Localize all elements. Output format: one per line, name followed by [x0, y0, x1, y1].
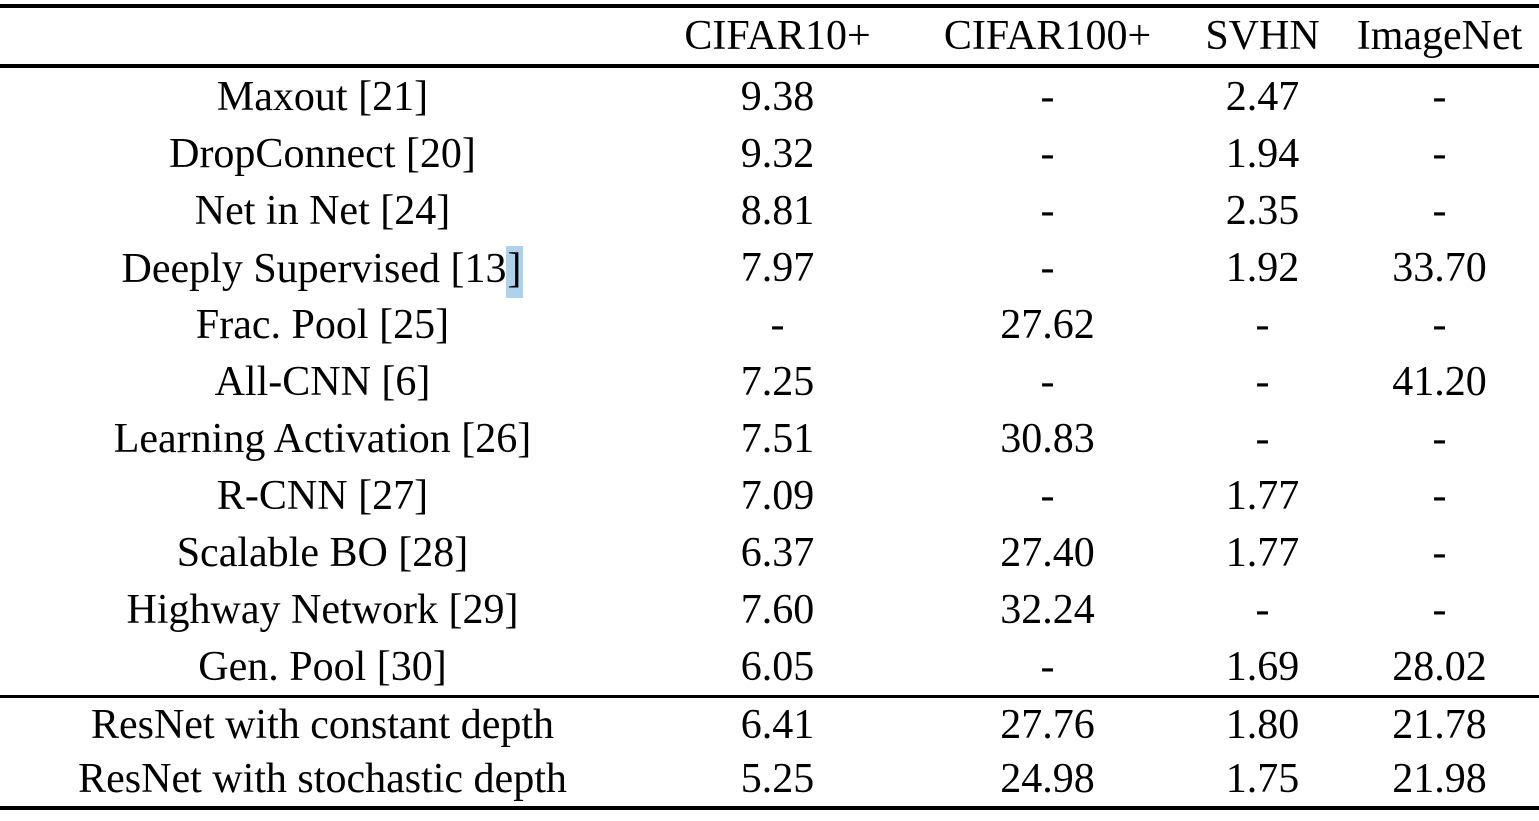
- value-cell-svhn: -: [1255, 358, 1270, 405]
- method-cell: DropConnect [20]: [169, 130, 476, 177]
- value-cell-cifar100: 32.24: [1000, 586, 1095, 633]
- value-cell-imagenet: -: [1432, 415, 1447, 462]
- table-row: ResNet with stochastic depth 5.25 24.98 …: [0, 752, 1539, 808]
- value-cell-svhn: 2.35: [1225, 187, 1300, 234]
- value-cell-svhn: 1.80: [1185, 695, 1340, 752]
- value-cell-cifar10: 8.81: [740, 187, 815, 234]
- table-row: R-CNN [27] 7.09 - 1.77 -: [0, 467, 1539, 524]
- value-cell-cifar100: 24.98: [1000, 756, 1095, 802]
- value-cell-cifar100: -: [1040, 643, 1055, 690]
- value-cell-imagenet: -: [1432, 529, 1447, 576]
- value-cell-cifar100: -: [1040, 187, 1055, 234]
- value-cell-cifar100: 27.40: [1000, 529, 1095, 576]
- value-cell-cifar10: 6.41: [645, 695, 910, 752]
- col-header-method: [0, 6, 645, 68]
- value-cell-imagenet: -: [1432, 301, 1447, 348]
- prior-methods-section: Maxout [21] 9.38 - 2.47 - DropConnect [2…: [0, 66, 1539, 697]
- results-table: CIFAR10+ CIFAR100+ SVHN ImageNet Maxout …: [0, 4, 1539, 810]
- value-cell-cifar10: 7.09: [740, 472, 815, 519]
- value-cell-cifar10: 7.97: [740, 244, 815, 291]
- col-header-cifar100: CIFAR100+: [910, 6, 1185, 68]
- value-cell-cifar10: 7.51: [740, 415, 815, 462]
- method-cell: Gen. Pool [30]: [198, 643, 447, 690]
- col-header-svhn: SVHN: [1185, 6, 1340, 68]
- method-cell: Frac. Pool [25]: [195, 301, 450, 348]
- value-cell-imagenet: -: [1432, 130, 1447, 177]
- table-header: CIFAR10+ CIFAR100+ SVHN ImageNet: [0, 6, 1539, 68]
- table-row: Net in Net [24] 8.81 - 2.35 -: [0, 182, 1539, 239]
- method-cell: Highway Network [29]: [126, 586, 519, 633]
- value-cell-cifar10: -: [770, 301, 785, 348]
- value-cell-cifar10: 6.37: [740, 529, 815, 576]
- table-row: ResNet with constant depth 6.41 27.76 1.…: [0, 695, 1539, 752]
- header-row: CIFAR10+ CIFAR100+ SVHN ImageNet: [0, 6, 1539, 68]
- method-cell: ResNet with stochastic depth: [78, 756, 567, 802]
- value-cell-cifar10: 9.32: [740, 130, 815, 177]
- col-header-imagenet: ImageNet: [1340, 6, 1539, 68]
- table-row: Frac. Pool [25] - 27.62 - -: [0, 296, 1539, 353]
- value-cell-svhn: -: [1255, 586, 1270, 633]
- value-cell-cifar10: 9.38: [740, 73, 815, 120]
- value-cell-cifar100: -: [1040, 130, 1055, 177]
- value-cell-svhn: 1.77: [1225, 472, 1300, 519]
- value-cell-cifar100: -: [1040, 358, 1055, 405]
- table-row: Gen. Pool [30] 6.05 - 1.69 28.02: [0, 638, 1539, 697]
- table-row: Deeply Supervised [13] 7.97 - 1.92 33.70: [0, 239, 1539, 298]
- table-row: Maxout [21] 9.38 - 2.47 -: [0, 66, 1539, 125]
- col-header-cifar10: CIFAR10+: [645, 6, 910, 68]
- table-row: DropConnect [20] 9.32 - 1.94 -: [0, 125, 1539, 182]
- method-cell: Scalable BO [28]: [176, 529, 469, 576]
- value-cell-imagenet: 28.02: [1392, 643, 1487, 690]
- value-cell-imagenet: 21.78: [1340, 695, 1539, 752]
- text-selection-highlight: ]: [506, 245, 524, 298]
- value-cell-cifar100: -: [1040, 244, 1055, 291]
- method-cell: R-CNN [27]: [216, 472, 429, 519]
- value-cell-svhn: 1.69: [1225, 643, 1300, 690]
- value-cell-imagenet: 21.98: [1392, 756, 1487, 802]
- table-row: Highway Network [29] 7.60 32.24 - -: [0, 581, 1539, 638]
- method-cell: Net in Net [24]: [194, 187, 451, 234]
- value-cell-svhn: 1.92: [1225, 244, 1300, 291]
- table-row: All-CNN [6] 7.25 - - 41.20: [0, 353, 1539, 410]
- value-cell-cifar100: -: [1040, 73, 1055, 120]
- value-cell-cifar100: 27.62: [1000, 301, 1095, 348]
- value-cell-imagenet: -: [1432, 187, 1447, 234]
- resnet-section: ResNet with constant depth 6.41 27.76 1.…: [0, 695, 1539, 809]
- method-cell: Maxout [21]: [216, 73, 429, 120]
- value-cell-cifar10: 5.25: [740, 756, 815, 802]
- value-cell-svhn: 1.75: [1225, 756, 1300, 802]
- value-cell-svhn: 1.77: [1225, 529, 1300, 576]
- method-cell: Deeply Supervised [13]: [0, 239, 645, 298]
- value-cell-cifar10: 7.60: [740, 586, 815, 633]
- value-cell-cifar10: 6.05: [740, 643, 815, 690]
- value-cell-cifar100: -: [1040, 472, 1055, 519]
- method-cell: ResNet with constant depth: [0, 695, 645, 752]
- value-cell-imagenet: -: [1432, 586, 1447, 633]
- value-cell-svhn: 1.94: [1225, 130, 1300, 177]
- value-cell-imagenet: 41.20: [1392, 358, 1487, 405]
- value-cell-svhn: 2.47: [1225, 73, 1300, 120]
- value-cell-svhn: -: [1255, 415, 1270, 462]
- value-cell-cifar100: 27.76: [910, 695, 1185, 752]
- value-cell-imagenet: 33.70: [1392, 244, 1487, 291]
- value-cell-svhn: -: [1255, 301, 1270, 348]
- value-cell-imagenet: -: [1432, 73, 1447, 120]
- method-cell: Learning Activation [26]: [113, 415, 532, 462]
- table-row: Scalable BO [28] 6.37 27.40 1.77 -: [0, 524, 1539, 581]
- table-row: Learning Activation [26] 7.51 30.83 - -: [0, 410, 1539, 467]
- method-cell: All-CNN [6]: [214, 358, 431, 405]
- value-cell-imagenet: -: [1432, 472, 1447, 519]
- value-cell-cifar100: 30.83: [1000, 415, 1095, 462]
- value-cell-cifar10: 7.25: [740, 358, 815, 405]
